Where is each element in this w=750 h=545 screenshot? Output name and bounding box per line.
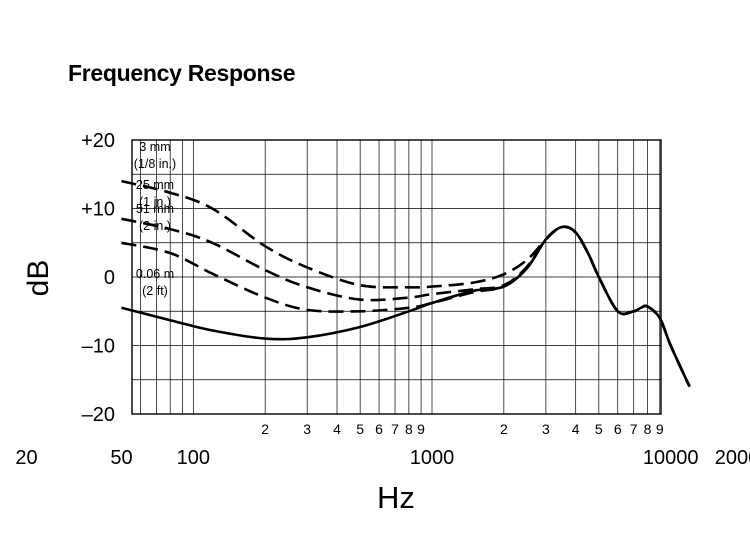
x-tick-label-minor: 7 (630, 421, 638, 437)
x-tick-label-minor: 6 (375, 421, 383, 437)
x-tick-label-minor: 6 (614, 421, 622, 437)
series-3mm-line (121, 179, 691, 388)
x-tick-label-minor: 5 (356, 421, 364, 437)
x-tick-label-major: 10000 (643, 447, 699, 469)
series-0-06m-label: (2 ft) (142, 284, 168, 298)
x-tick-label-major: 1000 (410, 447, 455, 469)
x-tick-label-minor: 7 (391, 421, 399, 437)
x-axis-label: Hz (377, 480, 415, 515)
x-tick-label-minor: 9 (656, 421, 664, 437)
x-tick-label-minor: 8 (405, 421, 413, 437)
x-tick-label-major: 50 (110, 447, 132, 469)
x-tick-label-major: 100 (177, 447, 210, 469)
x-tick-label-minor: 4 (572, 421, 580, 437)
x-tick-labels: 2050100100010000200002345678923456789 (15, 421, 750, 469)
x-tick-label-major: 20000 (715, 447, 750, 469)
x-tick-label-minor: 2 (261, 421, 269, 437)
y-tick-label: 0 (104, 267, 115, 289)
x-tick-label-minor: 8 (644, 421, 652, 437)
x-tick-label-minor: 3 (303, 421, 311, 437)
y-tick-label: –20 (82, 404, 115, 426)
series-25mm-label: 25 mm (136, 178, 174, 192)
series-3mm-label: 3 mm (139, 140, 170, 154)
chart-title: Frequency Response (68, 60, 296, 86)
series-51mm-line (121, 225, 691, 388)
series-labels: 3 mm (1/8 in.) 25 mm (1 in.)51 mm (2 in.) 0.0… (134, 140, 176, 298)
series-group (121, 179, 691, 388)
y-axis-label: dB (22, 260, 55, 297)
series-51mm-label: (2 in.) (139, 219, 171, 233)
series-3mm-label: (1/8 in.) (134, 157, 176, 171)
y-tick-label: –10 (82, 336, 115, 358)
series-0-06m-line (121, 225, 691, 388)
series-25mm-label: (1 in.) (139, 195, 171, 209)
series-0-06m-label: 0.06 m (136, 267, 174, 281)
y-tick-label: +20 (81, 130, 115, 152)
series-25mm-line (121, 217, 691, 388)
x-tick-label-minor: 3 (542, 421, 550, 437)
series-51mm-label: 51 mm (136, 202, 174, 216)
y-tick-label: +10 (81, 199, 115, 221)
x-tick-label-minor: 4 (333, 421, 341, 437)
x-tick-label-minor: 5 (595, 421, 603, 437)
y-tick-labels: +20 +10 0 –10 –20 (81, 130, 115, 426)
plot-frame (131, 139, 662, 415)
x-tick-label-minor: 9 (417, 421, 425, 437)
grid (132, 140, 661, 414)
x-tick-label-major: 20 (15, 447, 37, 469)
x-tick-label-minor: 2 (500, 421, 508, 437)
